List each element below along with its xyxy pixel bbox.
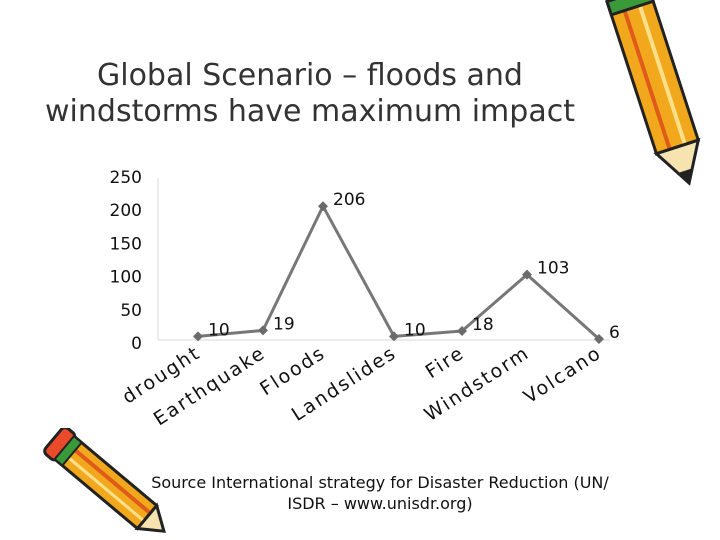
data-label-1: 10 (208, 320, 230, 340)
data-label-6: 103 (537, 259, 569, 279)
data-label-4: 10 (404, 320, 426, 340)
source-line-2: ISDR – www.unisdr.org) (287, 494, 473, 513)
data-point-5 (457, 326, 467, 337)
y-tick-label: 0 (131, 334, 142, 354)
data-point-2 (258, 325, 268, 336)
data-point-7 (594, 334, 604, 345)
data-point-4 (389, 331, 399, 342)
pencil-icon (43, 428, 166, 533)
data-point-3 (318, 201, 328, 212)
x-tick-label: Earthquake (150, 342, 270, 431)
data-point-1 (193, 331, 203, 342)
y-tick-label: 50 (120, 301, 142, 321)
data-label-3: 206 (333, 190, 365, 210)
title-line-1: Global Scenario – floods and (97, 58, 523, 93)
data-label-7: 6 (609, 323, 620, 343)
x-tick-label: Volcano (520, 342, 606, 408)
y-tick-label: 250 (110, 168, 142, 188)
x-tick-label: Fire (422, 342, 469, 383)
data-label-5: 18 (472, 315, 494, 335)
source-note: Source International strategy for Disast… (120, 472, 640, 514)
y-tick-label: 200 (110, 201, 142, 221)
y-tick-label: 150 (110, 234, 142, 254)
data-label-2: 19 (273, 314, 295, 334)
plot-axes (157, 178, 610, 341)
source-line-1: Source International strategy for Disast… (151, 473, 609, 492)
y-axis-ticks: 0 50 100 150 200 250 (110, 168, 142, 354)
title-line-2: windstorms have maximum impact (45, 94, 575, 129)
y-tick-label: 100 (110, 268, 142, 288)
series-impact (193, 201, 604, 345)
data-labels: 10 19 206 10 18 103 6 (208, 190, 620, 343)
data-point-6 (522, 269, 532, 280)
pencil-icon (605, 0, 701, 186)
slide-title: Global Scenario – floods and windstorms … (40, 58, 580, 130)
